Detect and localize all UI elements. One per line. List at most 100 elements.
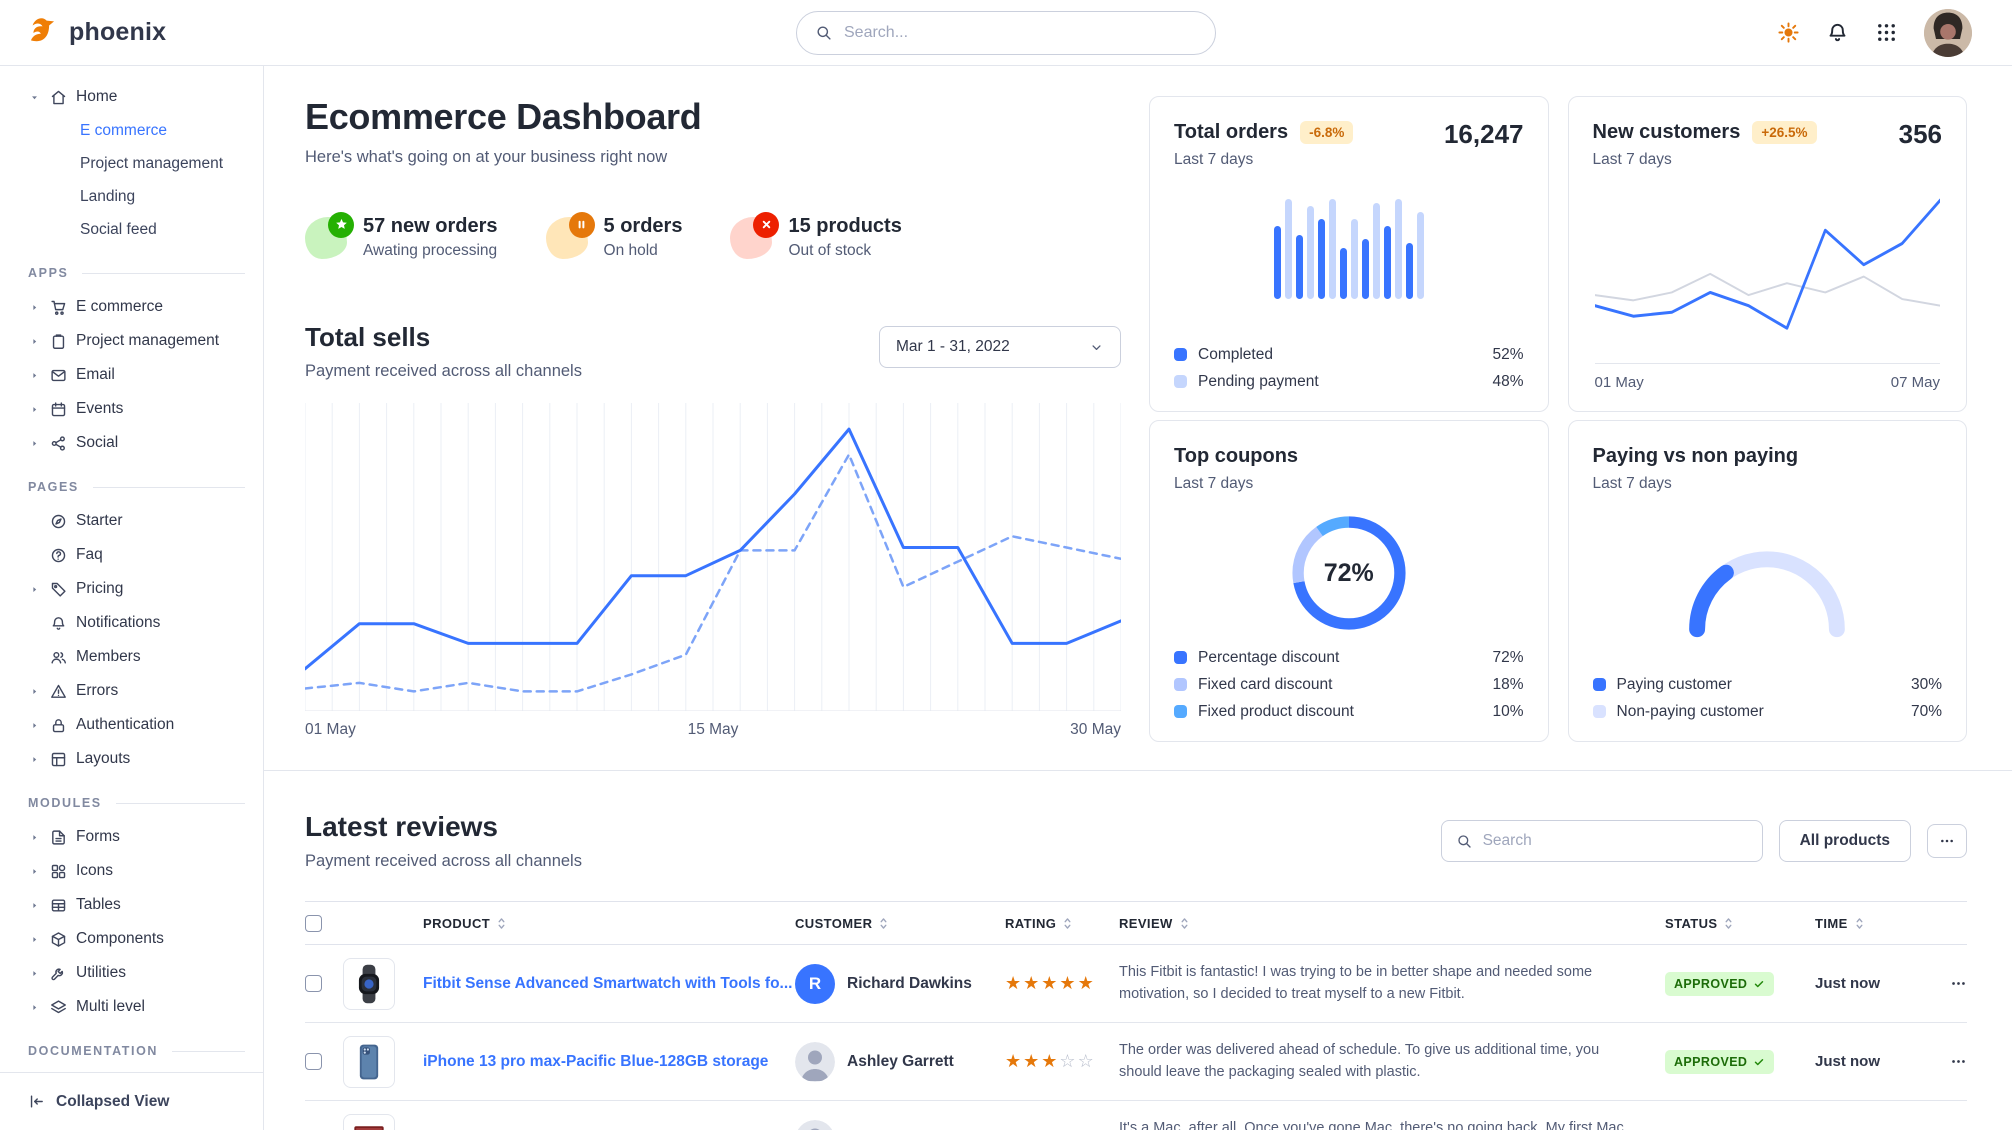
sidebar-item-e-commerce[interactable]: E commerce <box>0 290 263 324</box>
legend-value: 72% <box>1492 648 1524 666</box>
card-period: Last 7 days <box>1174 151 1254 168</box>
sidebar-item-label: E commerce <box>76 298 163 315</box>
x-icon <box>730 211 780 259</box>
card-title: Paying vs non paying <box>1592 445 1799 467</box>
sidebar-item-landing[interactable]: Landing <box>80 187 136 205</box>
sidebar-item-faq[interactable]: Faq <box>0 538 263 572</box>
sidebar-item-starter[interactable]: Starter <box>0 504 263 538</box>
sidebar-item-email[interactable]: Email <box>0 358 263 392</box>
select-all-checkbox[interactable] <box>305 914 322 932</box>
row-checkbox[interactable] <box>305 975 322 992</box>
reviews-search[interactable] <box>1440 820 1763 862</box>
column-header-review[interactable]: REVIEW <box>1119 916 1665 931</box>
row-actions-button[interactable] <box>1927 1053 1967 1070</box>
sidebar-section-title-modules: MODULES <box>0 776 263 820</box>
date-range-select[interactable]: Mar 1 - 31, 2022 <box>879 326 1121 368</box>
sidebar-item-tables[interactable]: Tables <box>0 888 263 922</box>
sidebar-item-home[interactable]: Home <box>0 80 263 114</box>
top-coupons-donut-chart <box>1292 516 1406 630</box>
column-header-time[interactable]: TIME <box>1815 916 1927 931</box>
legend-label: Non-paying customer <box>1616 702 1764 720</box>
card-title: New customers <box>1592 121 1741 143</box>
card-period: Last 7 days <box>1592 475 1672 492</box>
bar <box>1405 243 1413 299</box>
caret-right-icon <box>28 405 41 414</box>
sidebar-item-authentication[interactable]: Authentication <box>0 708 263 742</box>
row-checkbox[interactable] <box>305 1053 322 1070</box>
reviews-search-input[interactable] <box>1482 832 1748 850</box>
star-icon: ★ <box>1041 973 1060 993</box>
total-orders-bar-chart <box>1150 199 1548 299</box>
apps-grid-icon[interactable] <box>1875 21 1898 44</box>
main-content: Ecommerce Dashboard Here's what's going … <box>264 66 2012 1130</box>
bar <box>1383 226 1391 299</box>
search-input[interactable] <box>844 23 1197 42</box>
axis-label: 30 May <box>1070 721 1121 738</box>
sidebar-item-label: Project management <box>76 332 220 349</box>
caret-right-icon <box>28 935 41 944</box>
reviews-more-button[interactable] <box>1927 824 1967 858</box>
users-icon <box>50 649 67 666</box>
legend-value: 10% <box>1492 702 1524 720</box>
total-sells-subtitle: Payment received across all channels <box>305 362 582 380</box>
form-icon <box>50 829 67 846</box>
customer-avatar <box>795 1041 835 1082</box>
table-row: iPhone 13 pro max-Pacific Blue-128GB sto… <box>305 1023 1967 1101</box>
stat-caption: Awating processing <box>363 242 498 259</box>
collapsed-view-toggle[interactable]: Collapsed View <box>0 1072 263 1130</box>
sidebar-item-project-management[interactable]: Project management <box>80 154 224 172</box>
product-link[interactable]: Fitbit Sense Advanced Smartwatch with To… <box>423 974 793 992</box>
sidebar-item-forms[interactable]: Forms <box>0 820 263 854</box>
caret-right-icon <box>28 371 41 380</box>
sidebar-item-project-management[interactable]: Project management <box>0 324 263 358</box>
sort-icon <box>498 917 505 929</box>
review-text: This Fitbit is fantastic! I was trying t… <box>1119 964 1593 1002</box>
sidebar-item-label: Home <box>76 88 118 105</box>
sidebar-section-title-apps: APPS <box>0 246 263 290</box>
theme-sun-icon[interactable] <box>1777 21 1800 44</box>
sidebar-item-events[interactable]: Events <box>0 392 263 426</box>
page-subtitle: Here's what's going on at your business … <box>305 148 668 166</box>
stat-out-of-stock: 15 products Out of stock <box>730 211 902 260</box>
sidebar-item-utilities[interactable]: Utilities <box>0 956 263 990</box>
profile-avatar[interactable] <box>1924 8 1972 57</box>
ellipsis-icon <box>1939 833 1955 849</box>
column-header-customer[interactable]: CUSTOMER <box>795 916 1005 931</box>
customers-x-labels: 01 May 07 May <box>1594 363 1940 391</box>
stat-value: 57 new orders <box>363 215 498 237</box>
reviews-table: PRODUCT CUSTOMER RATING REVIEW STATUS TI… <box>305 901 1967 1130</box>
legend-label: Pending payment <box>1198 372 1319 390</box>
sidebar-item-layouts[interactable]: Layouts <box>0 742 263 776</box>
total-sells-title: Total sells <box>305 322 431 352</box>
column-header-product[interactable]: PRODUCT <box>423 916 795 931</box>
sidebar-item-multi-level[interactable]: Multi level <box>0 990 263 1024</box>
topbar: phoenix <box>0 0 2012 66</box>
sidebar-item-components[interactable]: Components <box>0 922 263 956</box>
stat-value: 15 products <box>788 215 902 237</box>
sidebar-item-members[interactable]: Members <box>0 640 263 674</box>
total-orders-card: Total orders -6.8% Last 7 days 16,247 Co… <box>1149 96 1549 412</box>
product-link[interactable]: iPhone 13 pro max-Pacific Blue-128GB sto… <box>423 1052 769 1070</box>
bell-icon[interactable] <box>1826 21 1849 44</box>
reviews-table-body: Fitbit Sense Advanced Smartwatch with To… <box>305 945 1967 1130</box>
bar <box>1295 235 1303 299</box>
sidebar-item-pricing[interactable]: Pricing <box>0 572 263 606</box>
caret-right-icon <box>28 833 41 842</box>
row-actions-button[interactable] <box>1927 975 1967 992</box>
sidebar-item-icons[interactable]: Icons <box>0 854 263 888</box>
brand-logo[interactable]: phoenix <box>26 14 166 52</box>
sidebar-item-notifications[interactable]: Notifications <box>0 606 263 640</box>
caret-right-icon <box>28 969 41 978</box>
legend-label: Fixed card discount <box>1198 675 1333 693</box>
column-header-rating[interactable]: RATING <box>1005 916 1119 931</box>
column-header-status[interactable]: STATUS <box>1665 916 1815 931</box>
global-search[interactable] <box>796 10 1216 55</box>
sidebar-item-e-commerce[interactable]: E commerce <box>80 121 167 139</box>
sidebar-item-social[interactable]: Social <box>0 426 263 460</box>
all-products-button[interactable]: All products <box>1778 820 1911 862</box>
trend-badge: -6.8% <box>1300 121 1354 144</box>
legend-value: 48% <box>1492 372 1524 390</box>
sidebar-item-errors[interactable]: Errors <box>0 674 263 708</box>
sidebar-item-social-feed[interactable]: Social feed <box>80 220 157 238</box>
customer-avatar <box>795 1119 835 1130</box>
